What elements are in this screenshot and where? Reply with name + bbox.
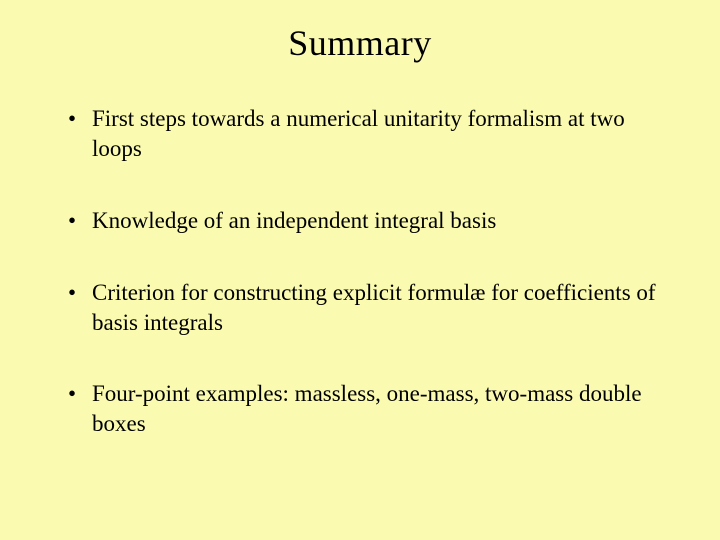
list-item: Four-point examples: massless, one-mass,…: [68, 379, 680, 439]
list-item: First steps towards a numerical unitarit…: [68, 104, 680, 164]
slide-title: Summary: [40, 22, 680, 64]
slide: Summary First steps towards a numerical …: [0, 0, 720, 540]
bullet-list: First steps towards a numerical unitarit…: [40, 104, 680, 439]
list-item: Criterion for constructing explicit form…: [68, 278, 680, 338]
list-item: Knowledge of an independent integral bas…: [68, 206, 680, 236]
